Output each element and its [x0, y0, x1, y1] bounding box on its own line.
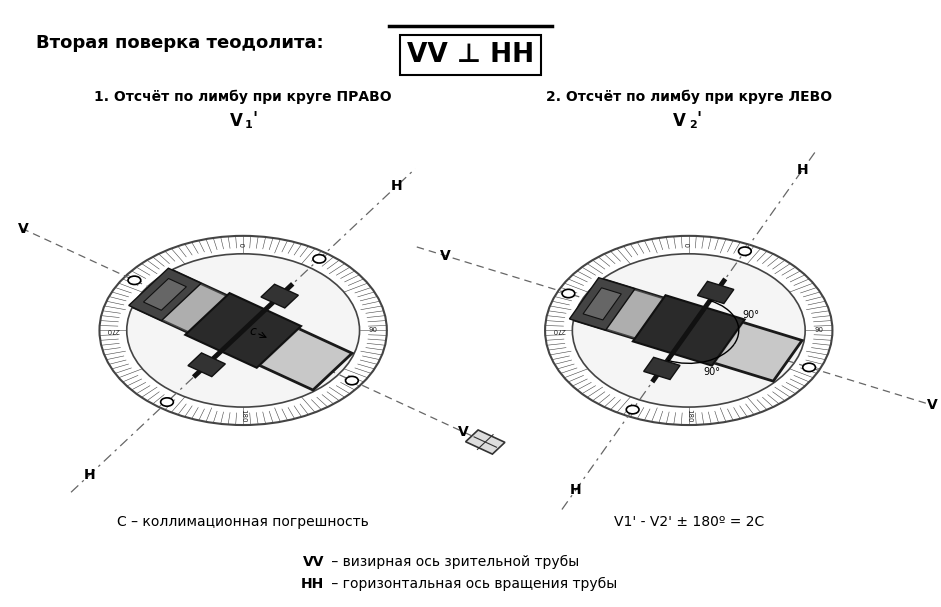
Polygon shape	[937, 402, 941, 424]
Circle shape	[100, 236, 387, 425]
Text: 2. Отсчёт по лимбу при круге ЛЕВО: 2. Отсчёт по лимбу при круге ЛЕВО	[546, 90, 832, 104]
Polygon shape	[583, 288, 621, 320]
Text: V: V	[440, 249, 451, 263]
Text: VV: VV	[303, 555, 324, 569]
Circle shape	[545, 236, 833, 425]
Polygon shape	[261, 284, 298, 308]
Text: 0: 0	[240, 243, 247, 247]
Polygon shape	[576, 280, 802, 381]
Text: H: H	[569, 484, 582, 498]
Text: 1: 1	[245, 120, 253, 130]
Polygon shape	[569, 277, 635, 330]
Text: 90°: 90°	[703, 367, 720, 376]
Text: V: V	[674, 112, 686, 130]
Text: – визирная ось зрительной трубы: – визирная ось зрительной трубы	[327, 555, 579, 569]
Text: C – коллимационная погрешность: C – коллимационная погрешность	[118, 515, 369, 529]
Circle shape	[627, 405, 639, 414]
Text: V: V	[18, 222, 29, 236]
Polygon shape	[135, 271, 352, 390]
Text: H: H	[796, 163, 808, 177]
Text: – горизонтальная ось вращения трубы: – горизонтальная ось вращения трубы	[327, 577, 617, 591]
Text: 270: 270	[552, 327, 566, 333]
Polygon shape	[466, 430, 505, 454]
Text: H: H	[391, 179, 403, 193]
Polygon shape	[129, 268, 201, 320]
Text: 90: 90	[369, 327, 377, 333]
Circle shape	[739, 247, 751, 256]
Text: H: H	[84, 468, 95, 482]
Text: 0: 0	[686, 243, 692, 247]
Text: V: V	[230, 112, 243, 130]
Polygon shape	[697, 282, 734, 304]
Circle shape	[127, 254, 359, 407]
Text: V: V	[927, 398, 937, 412]
Text: HH: HH	[301, 577, 324, 591]
Circle shape	[345, 376, 359, 385]
Polygon shape	[188, 353, 225, 376]
Text: Вторая поверка теодолита:: Вторая поверка теодолита:	[36, 34, 324, 52]
Text: 2: 2	[689, 120, 696, 130]
Circle shape	[562, 290, 575, 297]
Polygon shape	[185, 293, 301, 368]
Text: V1' - V2' ± 180º = 2C: V1' - V2' ± 180º = 2C	[614, 515, 764, 529]
Circle shape	[803, 363, 816, 371]
Text: 270: 270	[106, 327, 120, 333]
Polygon shape	[633, 295, 744, 365]
Text: V: V	[457, 425, 469, 439]
Text: 180: 180	[686, 409, 692, 423]
Text: 90°: 90°	[742, 311, 759, 320]
Text: VV ⊥ HH: VV ⊥ HH	[407, 42, 534, 68]
Text: 180: 180	[240, 409, 247, 423]
Polygon shape	[143, 279, 186, 310]
Circle shape	[313, 255, 326, 263]
Text: ': '	[696, 110, 701, 128]
Text: c: c	[249, 325, 257, 338]
Polygon shape	[576, 280, 744, 364]
Circle shape	[128, 276, 141, 285]
Polygon shape	[135, 271, 300, 366]
Text: ': '	[252, 110, 258, 128]
Circle shape	[572, 254, 805, 407]
Circle shape	[161, 398, 173, 406]
Text: 90: 90	[814, 327, 823, 333]
Polygon shape	[644, 358, 680, 379]
Text: 1. Отсчёт по лимбу при круге ПРАВО: 1. Отсчёт по лимбу при круге ПРАВО	[94, 90, 392, 104]
